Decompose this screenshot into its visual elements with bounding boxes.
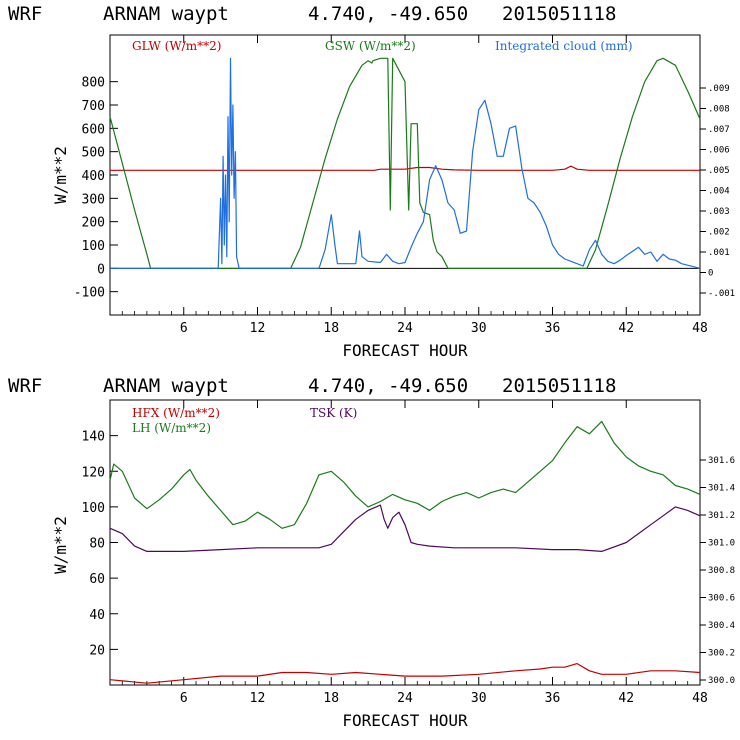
x-tick-label: 24: [397, 321, 413, 336]
y-axis-label: W/m**2: [51, 146, 70, 204]
y-tick-label: 40: [89, 608, 105, 623]
y-tick-label: 100: [82, 239, 105, 254]
y-right-tick-label: .006: [708, 146, 730, 156]
y-tick-label: 100: [82, 501, 105, 516]
y-tick-label: 600: [82, 122, 105, 137]
y-right-tick-label: 301.6: [708, 456, 735, 466]
y-right-tick-label: .002: [708, 228, 730, 238]
y-tick-label: 140: [82, 430, 105, 445]
series-line-gsw: [109, 57, 701, 269]
header-coords: 4.740, -49.650: [308, 375, 468, 397]
header-date: 2015051118: [502, 375, 616, 397]
x-tick-label: 36: [545, 691, 561, 706]
x-tick-label: 24: [397, 691, 413, 706]
y-tick-label: 700: [82, 99, 105, 114]
series-line-glw: [110, 165, 700, 171]
x-tick-label: 36: [545, 321, 561, 336]
x-ticks: 6 12 18 24 30 36 42 48: [121, 400, 708, 706]
header-date: 2015051118: [502, 3, 616, 25]
legend-hfx: HFX (W/m**2): [132, 406, 220, 420]
x-tick-label: 12: [250, 321, 266, 336]
series-group: [109, 57, 701, 269]
y-ticks-left: 800 700 600 500 400 300 200 100 0 -100: [74, 76, 118, 301]
y-right-tick-label: 301.4: [708, 484, 735, 494]
legend-cloud: Integrated cloud (mm): [495, 39, 633, 53]
header-location: ARNAM waypt: [103, 375, 229, 397]
y-tick-label: -100: [74, 286, 105, 301]
header-location: ARNAM waypt: [103, 3, 229, 25]
y-right-tick-label: 300.4: [708, 621, 735, 631]
panel-bottom: WRF ARNAM waypt 4.740, -49.650 201505111…: [8, 375, 735, 730]
panel-top: WRF ARNAM waypt 4.740, -49.650 201505111…: [8, 3, 735, 360]
y-right-tick-label: 300.0: [708, 676, 735, 686]
header-model: WRF: [8, 375, 42, 397]
series-line-lh: [109, 420, 701, 529]
y-right-tick-label: .005: [708, 166, 730, 176]
x-tick-label: 48: [692, 691, 708, 706]
y-tick-label: 300: [82, 192, 105, 207]
y-tick-label: 200: [82, 216, 105, 231]
x-tick-label: 6: [180, 691, 188, 706]
series-line-hfx: [109, 662, 701, 684]
x-tick-label: 6: [180, 321, 188, 336]
y-right-tick-label: .004: [708, 187, 730, 197]
x-axis-label: FORECAST HOUR: [342, 341, 468, 360]
x-tick-label: 48: [692, 321, 708, 336]
x-axis-label: FORECAST HOUR: [342, 711, 468, 730]
y-right-tick-label: 301.2: [708, 511, 735, 521]
series-group: [109, 420, 701, 684]
y-tick-label: 800: [82, 76, 105, 91]
y-ticks-left: 140 120 100 80 60 40 20: [82, 430, 118, 658]
y-tick-label: 20: [89, 643, 105, 658]
y-tick-label: 400: [82, 169, 105, 184]
series-line-tsk: [109, 504, 701, 553]
x-tick-label: 18: [323, 691, 339, 706]
x-tick-label: 30: [471, 691, 487, 706]
x-tick-label: 12: [250, 691, 266, 706]
y-right-tick-label: .008: [708, 105, 730, 115]
y-ticks-right: .009 .008 .007 .006 .005 .004 .003 .002 .001 0 -.0…: [700, 84, 735, 299]
y-tick-label: 120: [82, 465, 105, 480]
series-line-integrated: [110, 57, 701, 269]
y-right-tick-label: 300.6: [708, 594, 735, 604]
y-right-tick-label: 0: [708, 269, 713, 279]
x-tick-label: 30: [471, 321, 487, 336]
y-right-tick-label: 300.2: [708, 649, 735, 659]
x-ticks: 6 12 18 24 30 36 42 48: [121, 35, 708, 336]
legend-gsw: GSW (W/m**2): [325, 39, 416, 53]
plot-frame-top: [109, 34, 701, 316]
y-right-tick-label: .007: [708, 125, 730, 135]
y-tick-label: 80: [89, 537, 105, 552]
header-model: WRF: [8, 3, 42, 25]
x-tick-label: 18: [323, 321, 339, 336]
y-right-tick-label: .003: [708, 207, 730, 217]
legend-lh: LH (W/m**2): [132, 421, 211, 435]
header-coords: 4.740, -49.650: [308, 3, 468, 25]
y-tick-label: 500: [82, 146, 105, 161]
plot-frame-bottom: [109, 399, 701, 686]
y-right-tick-label: -.001: [708, 289, 735, 299]
y-tick-label: 60: [89, 572, 105, 587]
y-right-tick-label: .001: [708, 248, 730, 258]
x-tick-label: 42: [618, 321, 634, 336]
y-right-tick-label: 300.8: [708, 566, 735, 576]
y-tick-label: 0: [97, 262, 105, 277]
y-axis-label: W/m**2: [51, 516, 70, 574]
y-ticks-right: 301.6 301.4 301.2 301.0 300.8 300.6 300.4 300.2…: [700, 456, 735, 686]
legend-glw: GLW (W/m**2): [132, 39, 221, 53]
y-right-tick-label: .009: [708, 84, 730, 94]
legend-tsk: TSK (K): [310, 406, 357, 420]
x-tick-label: 42: [618, 691, 634, 706]
y-right-tick-label: 301.0: [708, 539, 735, 549]
